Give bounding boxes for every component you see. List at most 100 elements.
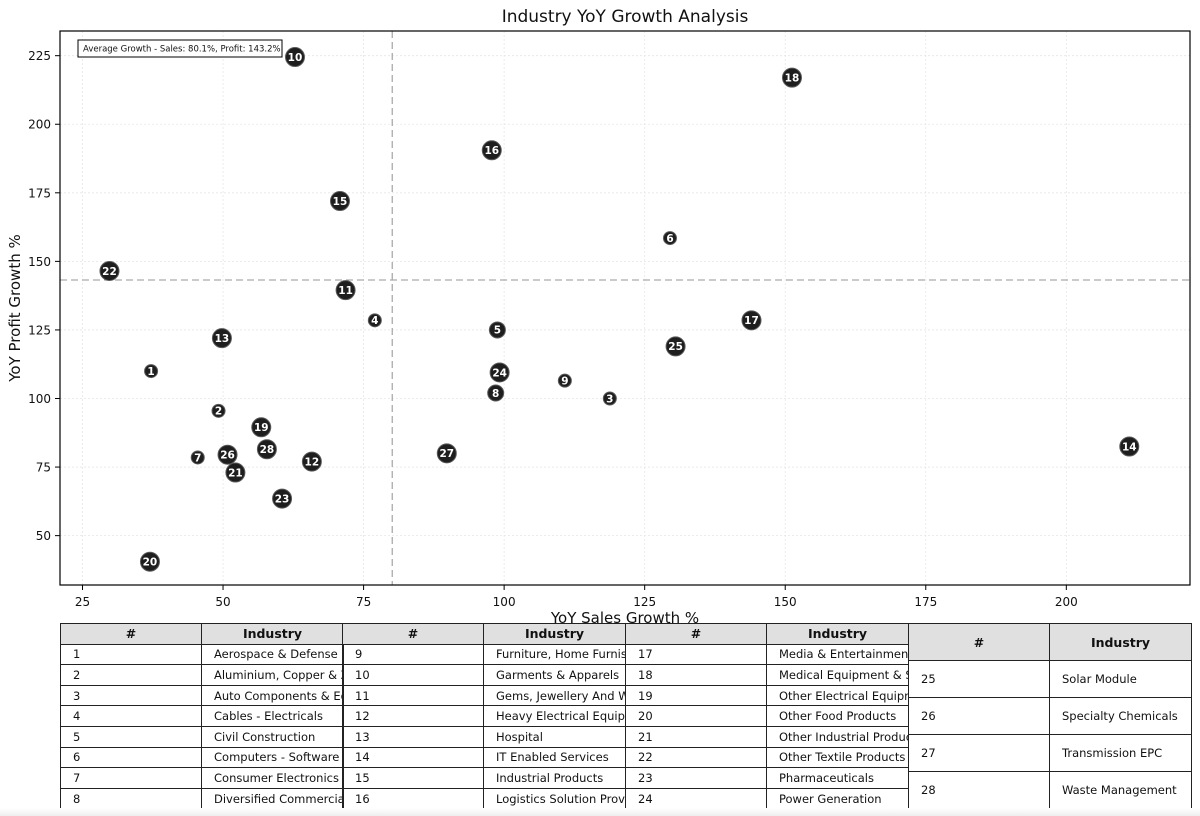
- industry-name: Logistics Solution Provider: [483, 787, 626, 810]
- data-point-11: 11: [335, 280, 356, 301]
- data-point-label: 13: [215, 333, 230, 345]
- x-tick-label: 175: [914, 595, 937, 609]
- table-row: 20 Other Food Products: [625, 705, 909, 727]
- data-point-label: 10: [288, 52, 303, 64]
- industry-name: Hospital: [483, 725, 626, 748]
- header-industry: Industry: [483, 623, 626, 645]
- header-number: #: [908, 623, 1050, 661]
- data-point-marker: [284, 47, 305, 68]
- plot-frame: [59, 30, 1191, 586]
- data-point-14: 14: [1119, 436, 1140, 457]
- data-point-label: 15: [333, 196, 348, 208]
- x-tick-label: 100: [493, 595, 516, 609]
- y-tick-label: 50: [36, 529, 51, 543]
- industry-name: Furniture, Home Furnishing: [483, 643, 626, 666]
- header-number: #: [625, 623, 767, 645]
- table-row: 28 Waste Management: [908, 771, 1192, 809]
- table-row: 10 Garments & Apparels: [342, 664, 626, 686]
- data-point-marker: [329, 191, 350, 212]
- industry-name: Industrial Products: [483, 767, 626, 789]
- industry-name: Other Textile Products: [766, 746, 909, 769]
- industry-name: Garments & Apparels: [483, 664, 626, 686]
- data-point-13: 13: [211, 328, 232, 349]
- data-point-label: 2: [215, 406, 222, 418]
- industry-name: Specialty Chemicals: [1049, 697, 1192, 735]
- data-point-label: 18: [785, 72, 800, 84]
- data-point-24: 24: [489, 362, 510, 383]
- data-point-label: 25: [668, 341, 683, 353]
- industry-number: 16: [342, 787, 484, 810]
- data-point-19: 19: [251, 417, 272, 438]
- data-point-marker: [481, 140, 502, 161]
- industry-number: 15: [342, 767, 484, 789]
- data-point-marker: [144, 364, 159, 379]
- chart-title: Industry YoY Growth Analysis: [502, 7, 749, 27]
- data-point-marker: [190, 450, 205, 465]
- data-point-label: 4: [371, 315, 378, 327]
- industry-name: Heavy Electrical Equipment: [483, 705, 626, 727]
- data-point-26: 26: [217, 444, 238, 465]
- table-row: 25 Solar Module: [908, 660, 1192, 698]
- data-point-label: 6: [666, 233, 673, 245]
- data-point-label: 23: [275, 493, 290, 505]
- industry-number: 2: [60, 664, 202, 686]
- data-point-label: 5: [494, 325, 501, 337]
- x-tick-label: 200: [1055, 595, 1078, 609]
- industry-name: Solar Module: [1049, 660, 1192, 698]
- industry-number: 7: [60, 767, 202, 789]
- data-point-label: 8: [492, 388, 499, 400]
- data-point-label: 26: [220, 450, 235, 462]
- data-point-label: 3: [606, 393, 613, 405]
- data-point-17: 17: [741, 310, 762, 331]
- data-point-label: 27: [439, 448, 454, 460]
- industry-name: IT Enabled Services: [483, 746, 626, 769]
- data-points: 1234567891011121314151617181920212223242…: [99, 47, 1140, 572]
- data-point-marker: [217, 444, 238, 465]
- table-row: 4 Cables - Electricals: [60, 705, 344, 727]
- data-point-label: 19: [254, 422, 269, 434]
- industry-name: Consumer Electronics: [201, 767, 344, 789]
- table-header-row: # Industry: [908, 623, 1192, 661]
- industry-number: 19: [625, 684, 767, 707]
- data-point-20: 20: [139, 551, 160, 572]
- data-point-label: 28: [260, 444, 275, 456]
- header-industry: Industry: [201, 623, 344, 645]
- industry-number: 3: [60, 684, 202, 707]
- table-row: 7 Consumer Electronics: [60, 767, 344, 789]
- x-tick-label: 50: [215, 595, 230, 609]
- average-lines: [60, 31, 1190, 585]
- data-point-7: 7: [190, 450, 205, 465]
- data-point-marker: [662, 231, 677, 246]
- data-point-marker: [335, 280, 356, 301]
- industry-number: 12: [342, 705, 484, 727]
- data-point-1: 1: [144, 364, 159, 379]
- data-point-marker: [139, 551, 160, 572]
- industry-name: Other Food Products: [766, 705, 909, 727]
- data-point-label: 7: [194, 452, 201, 464]
- industry-number: 25: [908, 660, 1050, 698]
- data-point-9: 9: [557, 373, 572, 388]
- table-row: 14 IT Enabled Services: [342, 746, 626, 769]
- data-point-27: 27: [436, 443, 457, 464]
- data-point-15: 15: [329, 191, 350, 212]
- table-row: 15 Industrial Products: [342, 767, 626, 789]
- table-header-row: # Industry: [342, 623, 626, 645]
- industry-number: 22: [625, 746, 767, 769]
- x-tick-label: 75: [356, 595, 371, 609]
- data-point-marker: [489, 362, 510, 383]
- data-point-10: 10: [284, 47, 305, 68]
- industry-name: Aluminium, Copper & Zinc: [201, 664, 344, 686]
- data-point-label: 16: [484, 145, 499, 157]
- y-tick-label: 175: [28, 186, 51, 200]
- x-tick-label: 150: [774, 595, 797, 609]
- industry-table-1: # Industry 1 Aerospace & Defense 2 Aluminium,…: [60, 623, 344, 810]
- data-point-12: 12: [301, 451, 322, 472]
- industry-number: 20: [625, 705, 767, 727]
- x-axis-label: YoY Sales Growth %: [550, 609, 699, 625]
- industry-number: 9: [342, 643, 484, 666]
- data-point-label: 12: [305, 456, 320, 468]
- industry-name: Medical Equipment & Supplies: [766, 664, 909, 686]
- y-tick-label: 200: [28, 118, 51, 132]
- industry-number: 6: [60, 746, 202, 769]
